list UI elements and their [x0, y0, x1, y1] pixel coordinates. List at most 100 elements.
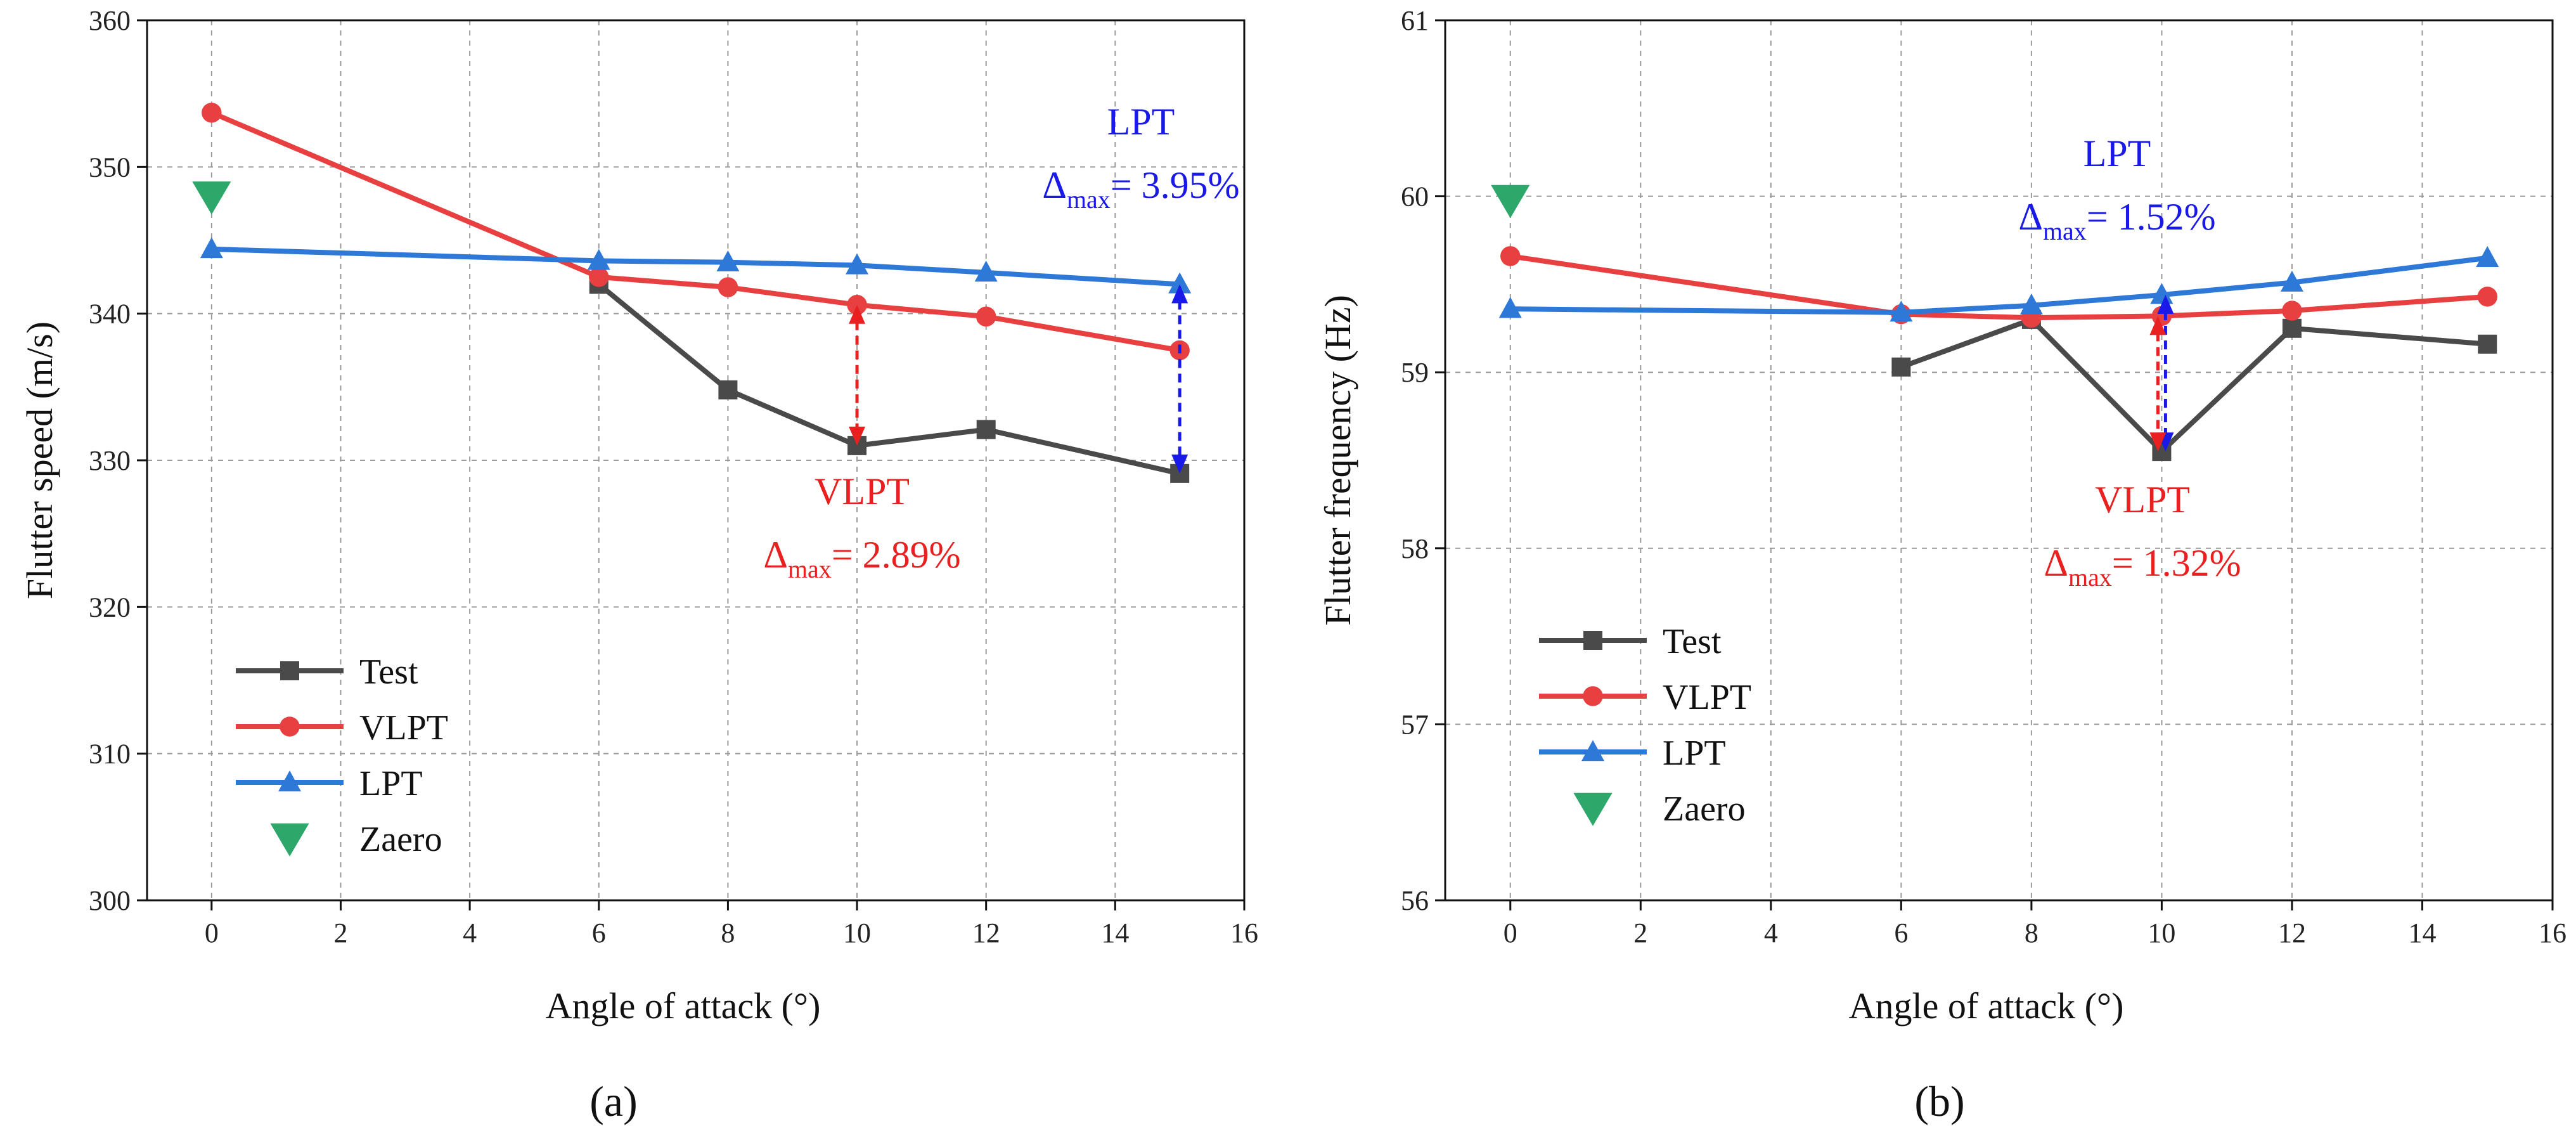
y-tick-label: 340	[89, 299, 131, 330]
delta-symbol: Δ	[2018, 196, 2043, 238]
delta-subscript: max	[1067, 185, 1111, 214]
series-line-vlpt	[210, 110, 1180, 353]
data-point-vlpt	[718, 277, 738, 297]
legend-item-test-marker	[1583, 631, 1602, 650]
legend-item-zaero-label: Zaero	[359, 820, 442, 859]
legend-item-zaero-marker	[270, 823, 309, 857]
panel-b: 0 2 4 6 8 10 12 14 16 56 57 58 59 60 61 Angle of attack…	[1317, 5, 2566, 1026]
arrow-lpt-head-top	[1171, 284, 1188, 304]
y-tick-label: 56	[1401, 885, 1429, 916]
y-tick-label: 59	[1401, 357, 1429, 388]
x-tick-label: 2	[333, 917, 347, 948]
y-tick-label: 300	[89, 885, 131, 916]
y-tick-label: 57	[1401, 709, 1429, 740]
y-tick-label: 360	[89, 5, 131, 36]
x-tick-label: 6	[1894, 917, 1908, 948]
y-axis-label: Flutter speed (m/s)	[19, 321, 60, 599]
series-line-lpt	[1510, 255, 2488, 315]
y-tick-label: 320	[89, 592, 131, 623]
legend-item-lpt-label: LPT	[359, 764, 423, 803]
y-tick-label: 330	[89, 445, 131, 476]
y-tick-label: 58	[1401, 533, 1429, 564]
annotation-lpt-delta: Δmax= 1.52%	[2018, 196, 2215, 245]
x-tick-label: 4	[1764, 917, 1778, 948]
annotation-vlpt-delta: Δmax= 2.89%	[763, 534, 960, 583]
data-point-lpt	[2150, 283, 2174, 304]
y-tick-label: 61	[1401, 5, 1429, 36]
arrow-vlpt-head-top	[2149, 316, 2167, 335]
x-tick-label: 16	[1230, 917, 1258, 948]
delta-value: = 1.52%	[2087, 196, 2216, 238]
x-tick-label: 10	[843, 917, 871, 948]
data-point-zaero	[1491, 185, 1530, 218]
x-tick-label: 0	[205, 917, 219, 948]
x-tick-label: 8	[721, 917, 735, 948]
data-point-test	[2478, 334, 2497, 354]
annotation-vlpt-name: VLPT	[2095, 479, 2190, 521]
legend-item-test-label: Test	[1663, 622, 1722, 661]
data-point-lpt	[200, 237, 223, 259]
data-point-lpt	[2019, 293, 2043, 314]
x-tick-label: 10	[2148, 917, 2175, 948]
data-point-lpt	[2476, 246, 2499, 268]
data-point-lpt	[1498, 297, 1522, 318]
delta-value: = 3.95%	[1111, 164, 1240, 206]
series-line-vlpt	[1510, 254, 2488, 321]
delta-symbol: Δ	[1042, 164, 1067, 206]
data-point-test	[2282, 318, 2302, 338]
y-tick-label: 310	[89, 739, 131, 770]
data-point-lpt	[846, 253, 869, 275]
legend-item-test-marker	[280, 661, 299, 680]
data-point-lpt	[587, 249, 610, 270]
annotation-vlpt-name: VLPT	[815, 470, 910, 512]
legend-item-zaero-marker	[1573, 793, 1613, 826]
x-tick-label: 4	[463, 917, 477, 948]
data-point-test	[1891, 357, 1911, 377]
x-tick-label: 14	[1101, 917, 1129, 948]
data-point-lpt	[974, 261, 998, 282]
legend-item-test-label: Test	[359, 652, 418, 692]
data-point-lpt	[1890, 301, 1913, 322]
legend-item-vlpt-label: VLPT	[359, 708, 448, 748]
x-tick-label: 0	[1504, 917, 1517, 948]
x-tick-label: 16	[2539, 917, 2566, 948]
delta-symbol: Δ	[763, 534, 788, 576]
legend-item-zaero-label: Zaero	[1663, 789, 1746, 829]
arrow-vlpt-head-bottom	[849, 426, 866, 446]
x-tick-label: 12	[972, 917, 1000, 948]
data-point-lpt	[716, 250, 740, 271]
series-line-test	[1900, 316, 2488, 455]
data-point-vlpt	[202, 102, 222, 123]
x-tick-label: 12	[2278, 917, 2306, 948]
data-point-lpt	[1168, 272, 1192, 294]
legend-item-vlpt-label: VLPT	[1663, 678, 1751, 717]
data-point-test	[718, 380, 738, 399]
legend-item-lpt-label: LPT	[1663, 734, 1726, 773]
arrow-vlpt-head-top	[849, 304, 866, 324]
delta-value: = 1.32%	[2112, 542, 2241, 584]
delta-value: = 2.89%	[832, 534, 961, 576]
delta-subscript: max	[2068, 563, 2112, 592]
data-point-zaero	[192, 181, 231, 215]
delta-subscript: max	[2043, 217, 2087, 245]
series-line-test	[597, 282, 1181, 476]
annotation-vlpt-delta: Δmax= 1.32%	[2044, 542, 2241, 592]
data-point-vlpt	[589, 267, 609, 287]
legend-item-lpt-marker	[278, 770, 301, 792]
arrow-lpt-head-top	[2157, 295, 2174, 314]
data-point-vlpt	[2282, 301, 2302, 321]
data-point-test	[976, 420, 996, 439]
figure-label-a: (a)	[589, 1077, 637, 1125]
panel-a: 0 2 4 6 8 10 12 14 16 300 310 320 330 340 350 360 Angle …	[19, 5, 1258, 1026]
figure-label-b: (b)	[1914, 1077, 1964, 1125]
data-point-vlpt	[1500, 246, 1521, 266]
x-tick-label: 14	[2408, 917, 2436, 948]
x-tick-label: 8	[2025, 917, 2038, 948]
annotation-lpt-delta: Δmax= 3.95%	[1042, 164, 1239, 214]
x-axis-label: Angle of attack (°)	[546, 985, 821, 1026]
series-line-lpt	[211, 246, 1180, 287]
arrow-lpt-head-bottom	[1171, 454, 1188, 474]
annotation-lpt-name: LPT	[2083, 133, 2151, 174]
data-point-lpt	[2280, 270, 2303, 292]
data-point-vlpt	[2477, 287, 2497, 307]
